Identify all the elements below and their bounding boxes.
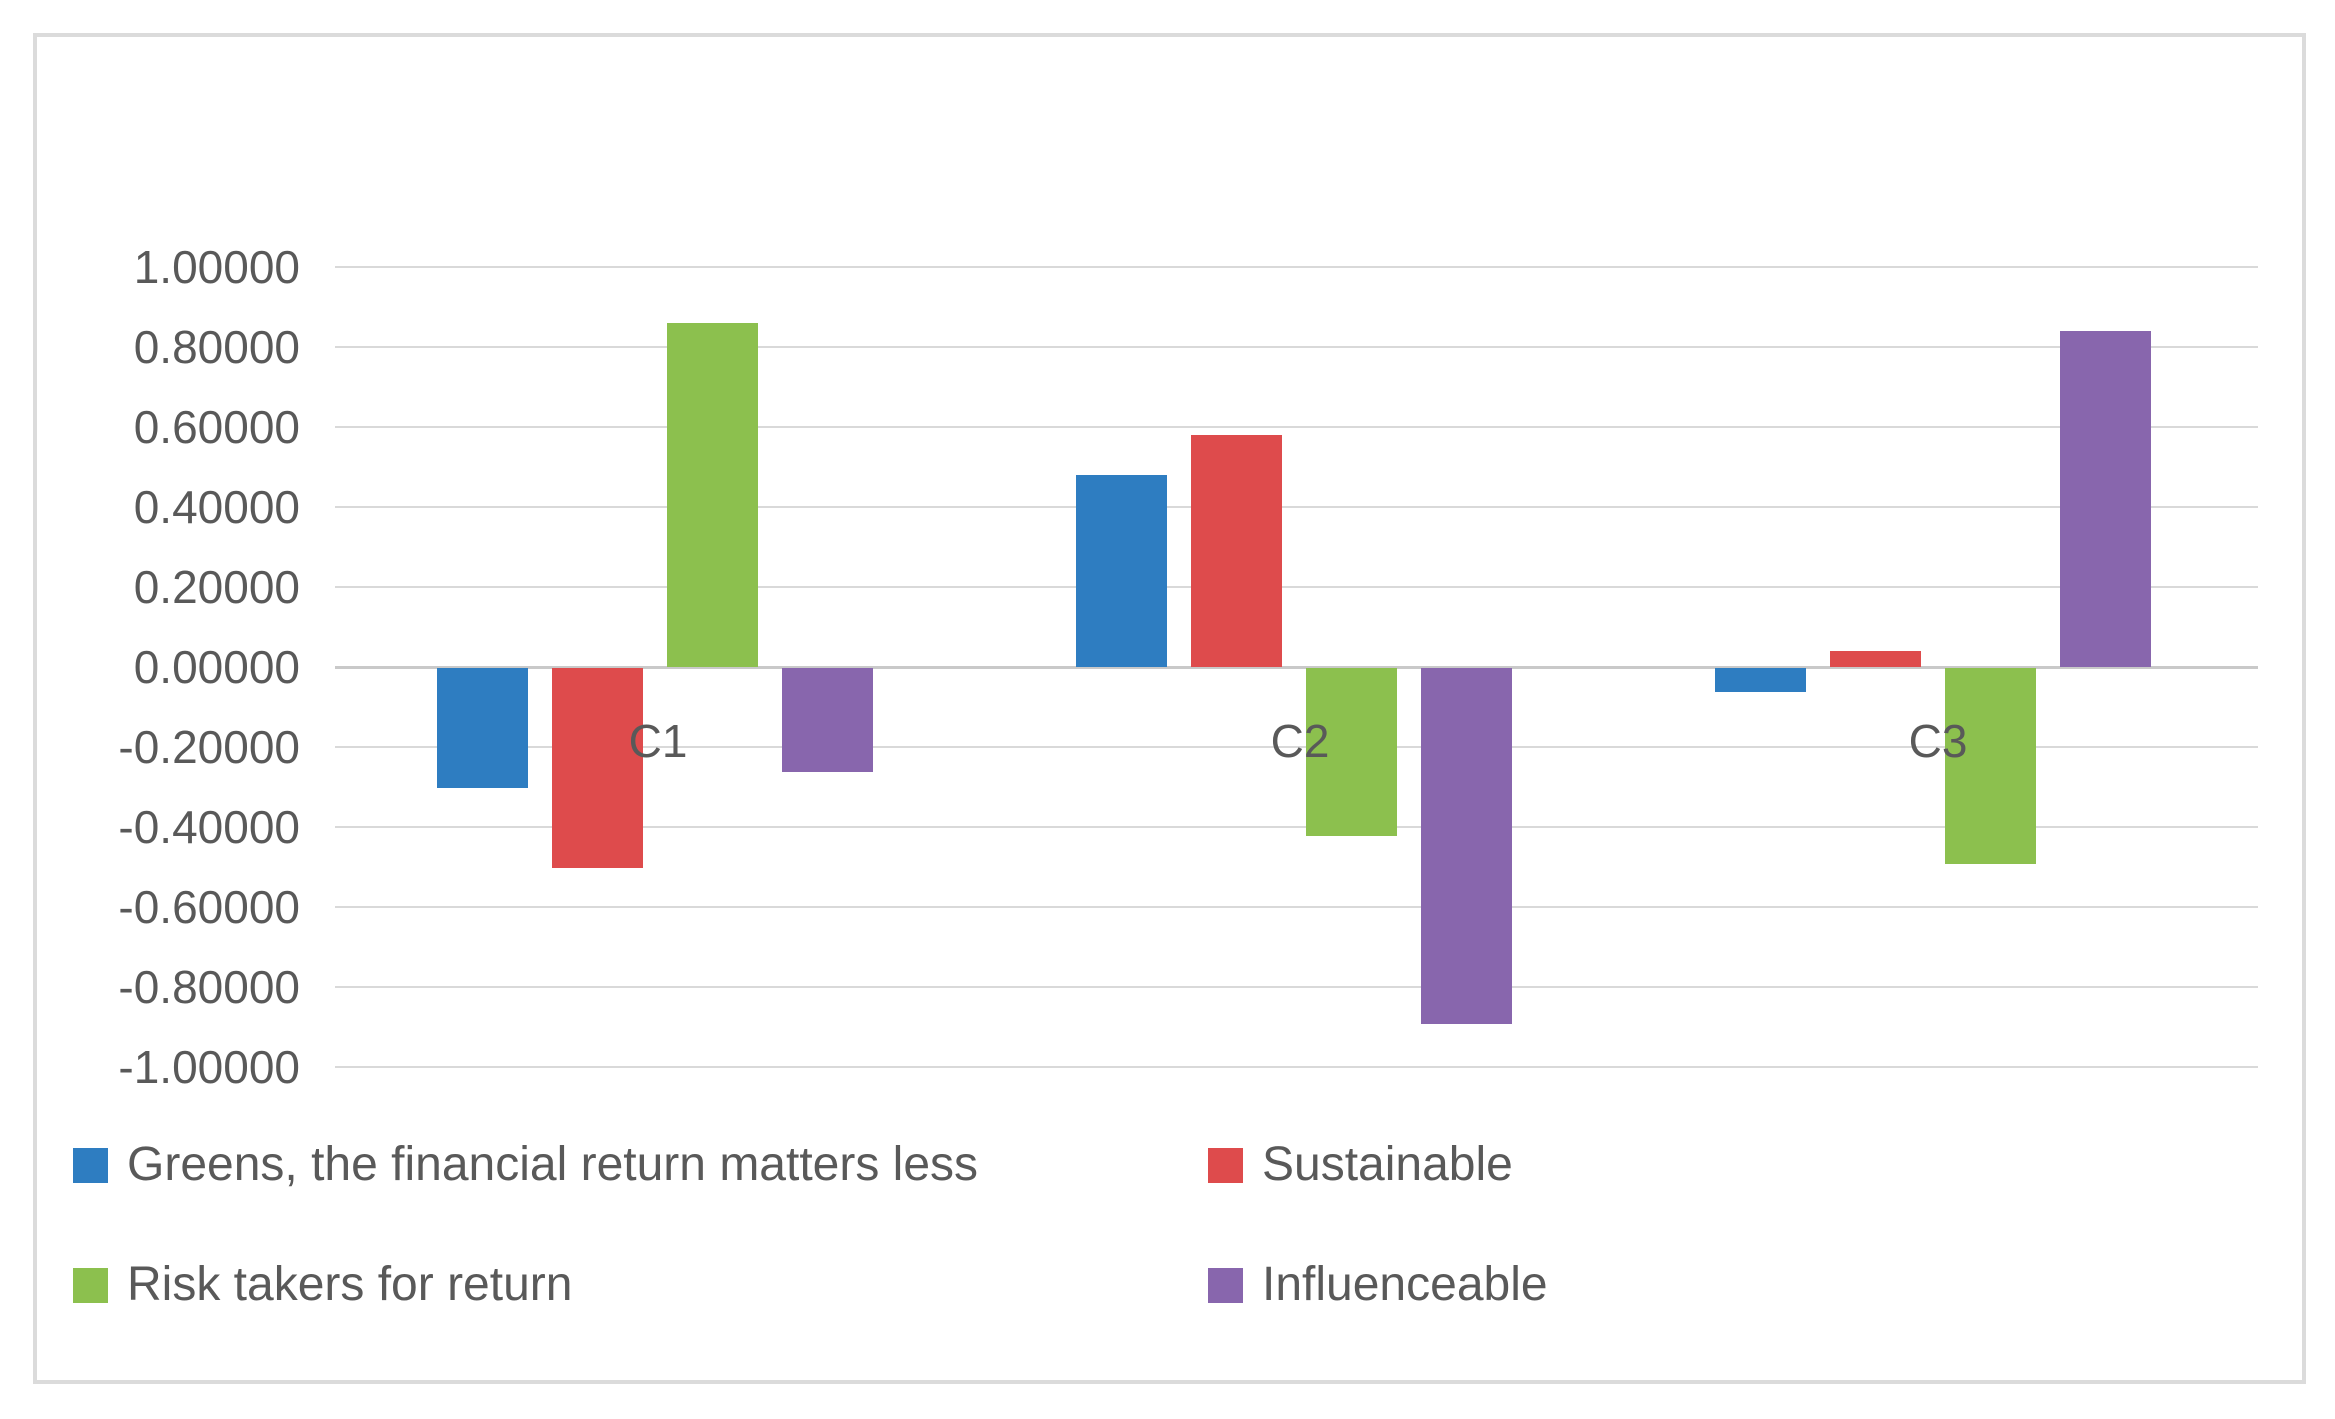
category-label-c1: C1 <box>628 715 688 767</box>
gridline <box>335 826 2258 828</box>
gridline <box>335 1066 2258 1068</box>
bar-sustainable-c3 <box>1830 651 1921 667</box>
plot-area: 1.00000 0.80000 0.60000 0.40000 0.20000 0.000… <box>37 37 2302 1380</box>
bar-sustainable-c2 <box>1191 435 1282 667</box>
y-axis-tick-label: 0.00000 <box>133 641 300 693</box>
y-axis-tick-label: -0.80000 <box>118 961 300 1013</box>
gridline <box>335 586 2258 588</box>
y-axis-tick-label: -1.00000 <box>118 1041 300 1093</box>
category-label-c3: C3 <box>1908 715 1968 767</box>
bar-greens-c3 <box>1715 668 1806 692</box>
legend-marker-risk-takers <box>73 1267 108 1303</box>
bar-influenceable-c3 <box>2060 331 2151 667</box>
bar-influenceable-c2 <box>1421 668 1512 1024</box>
legend-label-greens: Greens, the financial return matters les… <box>127 1138 979 1191</box>
y-axis-tick-label: -0.40000 <box>118 801 300 853</box>
legend-item-influenceable: Influenceable <box>1208 1257 1548 1313</box>
bar-sustainable-c1 <box>552 668 643 868</box>
zero-axis-line <box>335 666 2258 669</box>
bar-greens-c1 <box>437 668 528 788</box>
y-axis-tick-label: 0.40000 <box>133 481 300 533</box>
legend-label-risk-takers: Risk takers for return <box>127 1258 573 1311</box>
bar-risk-takers-c3 <box>1945 668 2036 864</box>
y-axis-tick-label: -0.20000 <box>118 721 300 773</box>
gridline <box>335 986 2258 988</box>
y-axis-tick-label: -0.60000 <box>118 881 300 933</box>
legend-item-sustainable: Sustainable <box>1208 1137 1513 1193</box>
gridline <box>335 426 2258 428</box>
bar-risk-takers-c2 <box>1306 668 1397 836</box>
bar-greens-c2 <box>1076 475 1167 667</box>
category-label-c2: C2 <box>1270 715 1330 767</box>
legend-marker-influenceable <box>1208 1267 1243 1303</box>
legend-item-greens: Greens, the financial return matters les… <box>73 1137 978 1193</box>
y-axis-tick-label: 0.60000 <box>133 401 300 453</box>
y-axis-tick-label: 1.00000 <box>133 241 300 293</box>
chart-container: 1.00000 0.80000 0.60000 0.40000 0.20000 0.000… <box>33 33 2306 1384</box>
legend-marker-greens <box>73 1147 108 1183</box>
bar-risk-takers-c1 <box>667 323 758 667</box>
legend-label-influenceable: Influenceable <box>1262 1258 1548 1311</box>
gridline <box>335 266 2258 268</box>
gridline <box>335 746 2258 748</box>
bar-influenceable-c1 <box>782 668 873 772</box>
y-axis-tick-label: 0.20000 <box>133 561 300 613</box>
gridline <box>335 906 2258 908</box>
legend-label-sustainable: Sustainable <box>1262 1138 1513 1191</box>
gridline <box>335 506 2258 508</box>
legend-item-risk-takers: Risk takers for return <box>73 1257 572 1313</box>
legend-marker-sustainable <box>1208 1147 1243 1183</box>
y-axis-tick-label: 0.80000 <box>133 321 300 373</box>
gridline <box>335 346 2258 348</box>
